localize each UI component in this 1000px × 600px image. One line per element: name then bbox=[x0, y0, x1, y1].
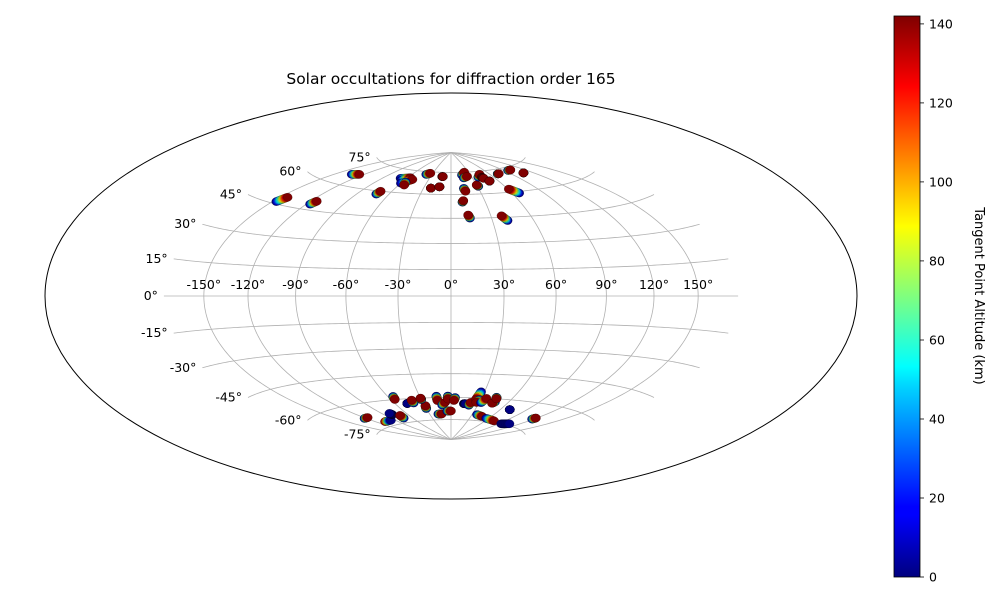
lon-tick-label: 60° bbox=[545, 277, 567, 292]
occultation-point bbox=[415, 393, 426, 403]
lat-tick-label: -45° bbox=[215, 390, 242, 405]
colorbar-label: Tangent Point Altitude (km) bbox=[971, 206, 986, 384]
parallel-line bbox=[173, 322, 729, 334]
colorbar-tick-label: 20 bbox=[929, 491, 945, 506]
lon-tick-label: -150° bbox=[186, 277, 221, 292]
colorbar-tick-label: 140 bbox=[929, 16, 953, 31]
occultation-point bbox=[460, 186, 471, 196]
occultation-point bbox=[406, 395, 417, 405]
colorbar-tick-label: 60 bbox=[929, 333, 945, 348]
occultation-point bbox=[463, 210, 473, 220]
lat-tick-label: 45° bbox=[220, 187, 242, 202]
occultation-point bbox=[390, 395, 400, 404]
occultation-point bbox=[311, 196, 322, 206]
lat-tick-label: -60° bbox=[275, 412, 302, 427]
occultation-point bbox=[384, 409, 395, 418]
lat-tick-label: 15° bbox=[146, 251, 168, 266]
lat-tick-label: 60° bbox=[279, 164, 301, 179]
occultation-point bbox=[484, 176, 495, 186]
lon-tick-label: -120° bbox=[231, 277, 266, 292]
occultation-point bbox=[354, 170, 365, 179]
occultation-point bbox=[425, 168, 436, 178]
occultation-point bbox=[471, 180, 482, 190]
occultation-point bbox=[449, 396, 459, 405]
occultation-point bbox=[503, 184, 514, 194]
colorbar-tick-label: 120 bbox=[929, 95, 953, 110]
occultation-point bbox=[434, 182, 445, 192]
lon-tick-label: -60° bbox=[333, 277, 360, 292]
chart-title: Solar occultations for diffraction order… bbox=[286, 70, 615, 88]
colorbar-ticks: 0 20 40 60 80 100 120 140 bbox=[920, 16, 953, 585]
lon-tick-label: -30° bbox=[385, 277, 412, 292]
occultation-point bbox=[399, 180, 409, 190]
parallel-line bbox=[307, 171, 595, 195]
occultation-point bbox=[491, 394, 502, 404]
parallel-line bbox=[202, 348, 700, 369]
occultation-point bbox=[426, 183, 436, 193]
lon-tick-label: 120° bbox=[639, 277, 669, 292]
lon-tick-label: 90° bbox=[595, 277, 617, 292]
axis-tick-labels: -150° -120° -90° -60° -30° 0° 30° 60° 90° 120° 150… bbox=[141, 149, 713, 441]
parallel-line bbox=[202, 223, 700, 244]
colorbar: 0 20 40 60 80 100 120 140 Tangent Point Altitud… bbox=[893, 15, 986, 585]
occultation-point bbox=[504, 405, 515, 415]
occultation-point bbox=[458, 196, 469, 205]
parallel-line bbox=[376, 157, 526, 173]
lon-tick-label: 150° bbox=[683, 277, 713, 292]
lon-tick-label: 30° bbox=[493, 277, 515, 292]
occultation-point bbox=[395, 411, 405, 420]
occultation-point bbox=[438, 172, 448, 181]
lat-tick-label: -15° bbox=[141, 325, 168, 340]
lat-tick-label: 0° bbox=[144, 288, 158, 303]
lat-tick-label: -75° bbox=[344, 427, 371, 442]
lat-tick-label: 75° bbox=[349, 149, 371, 164]
parallel-line bbox=[247, 194, 655, 219]
map-boundary bbox=[44, 92, 858, 500]
occultation-point bbox=[420, 401, 431, 410]
colorbar-tick-label: 100 bbox=[929, 174, 953, 189]
colorbar-tick-label: 0 bbox=[929, 570, 937, 585]
occultation-point bbox=[375, 186, 386, 196]
occultation-point bbox=[518, 168, 529, 178]
parallel-line bbox=[247, 373, 655, 398]
occultation-point bbox=[505, 165, 516, 175]
colorbar-tick-label: 80 bbox=[929, 253, 945, 268]
occultation-point bbox=[446, 406, 456, 416]
lat-tick-label: 30° bbox=[174, 216, 196, 231]
lon-tick-label: 0° bbox=[444, 277, 458, 292]
occultation-point bbox=[496, 211, 507, 221]
scatter-points bbox=[271, 165, 541, 429]
colorbar-tick-label: 40 bbox=[929, 412, 945, 427]
occultation-point bbox=[504, 419, 515, 429]
occultation-point bbox=[362, 413, 373, 422]
occultation-point bbox=[531, 413, 541, 423]
lat-tick-label: -30° bbox=[170, 360, 197, 375]
occultation-point bbox=[493, 169, 504, 179]
occultation-point bbox=[462, 172, 473, 181]
parallel-line bbox=[173, 258, 729, 270]
occultation-point bbox=[282, 192, 293, 202]
lon-tick-label: -90° bbox=[282, 277, 309, 292]
colorbar-gradient bbox=[893, 15, 921, 578]
